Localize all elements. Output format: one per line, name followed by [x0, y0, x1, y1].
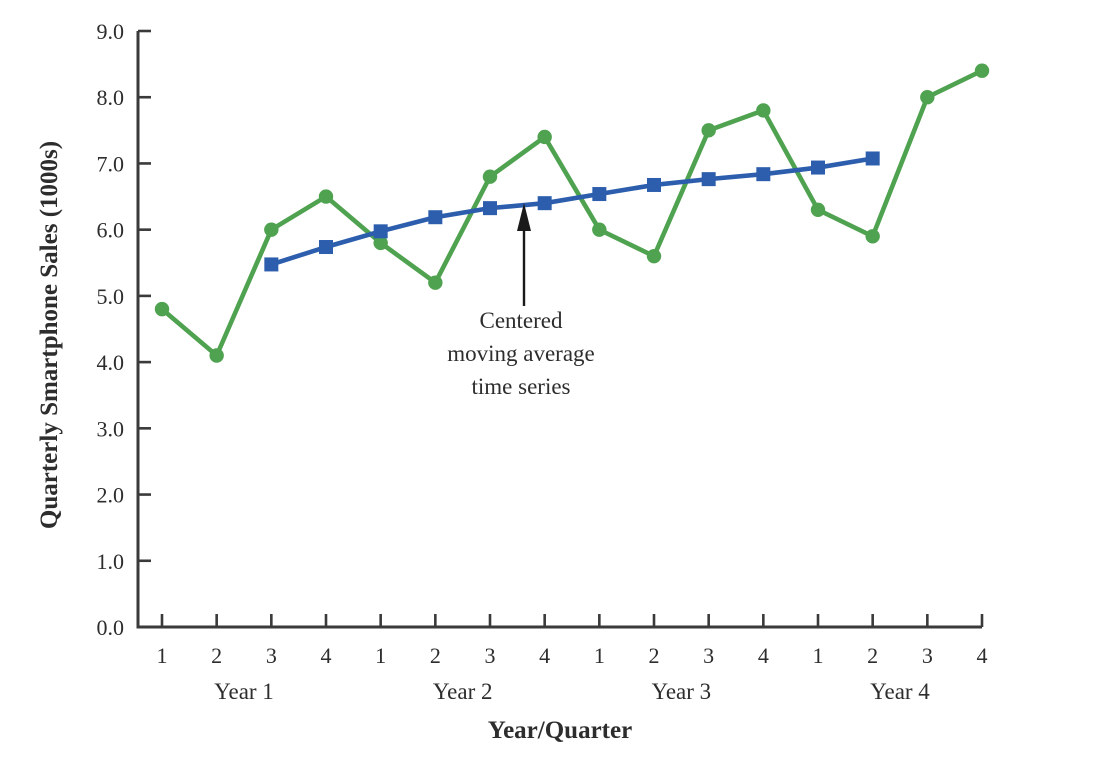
x-tick-label: 1: [375, 643, 386, 668]
y-tick-label: 9.0: [97, 19, 125, 44]
cma-point: [592, 187, 607, 202]
sales-point: [592, 222, 607, 237]
sales-point: [482, 169, 498, 184]
x-tick-label: 2: [649, 643, 660, 668]
x-axis-title: Year/Quarter: [487, 717, 633, 744]
x-tick-label: 3: [485, 643, 496, 668]
y-tick-label: 5.0: [97, 284, 125, 309]
x-tick-label: 4: [539, 643, 550, 668]
x-tick-label: 3: [922, 643, 933, 668]
sales-point: [701, 123, 716, 138]
cma-annotation: Centered moving average time series: [447, 304, 595, 403]
sales-point: [318, 189, 334, 204]
sales-point: [209, 348, 224, 363]
x-tick-label: 4: [977, 643, 988, 668]
y-tick-label: 3.0: [97, 416, 125, 441]
y-tick-label: 1.0: [97, 549, 125, 574]
sales-point: [428, 275, 443, 290]
sales-point: [373, 235, 388, 251]
annotation-line-2: moving average: [447, 341, 595, 366]
year-label: Year 3: [652, 679, 712, 704]
sales-line: [159, 68, 985, 358]
sales-point: [810, 202, 826, 217]
cma-line: [269, 156, 875, 267]
sales-point: [920, 90, 935, 105]
cma-point: [811, 160, 826, 175]
x-tick-label: 4: [758, 643, 769, 668]
year-label: Year 4: [870, 679, 930, 704]
x-tick-label: 2: [211, 643, 222, 668]
x-tick-label: 1: [157, 643, 168, 668]
sales-point: [865, 229, 880, 244]
annotation-line-3: time series: [471, 374, 571, 399]
cma-point: [428, 210, 443, 225]
annotation-line-1: Centered: [479, 308, 563, 333]
annotation-arrow-head: [517, 203, 531, 231]
sales-point: [154, 301, 170, 317]
cma-point: [647, 177, 662, 192]
y-tick-label: 0.0: [97, 615, 125, 640]
sales-point: [756, 103, 771, 118]
x-tick-label: 3: [703, 643, 714, 668]
cma-point: [701, 172, 716, 187]
x-tick-label: 1: [594, 643, 605, 668]
y-tick-label: 2.0: [97, 483, 125, 508]
x-tick-label: 4: [321, 643, 332, 668]
sales-point: [537, 129, 552, 145]
y-tick-label: 4.0: [97, 350, 125, 375]
cma-point: [483, 201, 498, 216]
year-label: Year 2: [433, 679, 493, 704]
cma-point: [319, 240, 334, 255]
cma-point: [373, 224, 388, 239]
sales-point: [974, 63, 990, 78]
x-tick-label: 3: [266, 643, 277, 668]
cma-point: [756, 167, 771, 182]
y-tick-label: 7.0: [97, 151, 125, 176]
sales-point: [646, 248, 662, 264]
x-tick-label: 2: [430, 643, 441, 668]
cma-point: [264, 257, 279, 272]
cma-point: [537, 196, 552, 211]
year-label: Year 1: [214, 679, 274, 704]
cma-point: [865, 151, 880, 166]
y-tick-label: 8.0: [97, 85, 125, 110]
x-tick-label: 2: [867, 643, 878, 668]
x-tick-label: 1: [813, 643, 824, 668]
y-tick-label: 6.0: [97, 218, 125, 243]
sales-point: [264, 222, 279, 237]
y-axis-title: Quarterly Smartphone Sales (1000s): [36, 140, 63, 530]
